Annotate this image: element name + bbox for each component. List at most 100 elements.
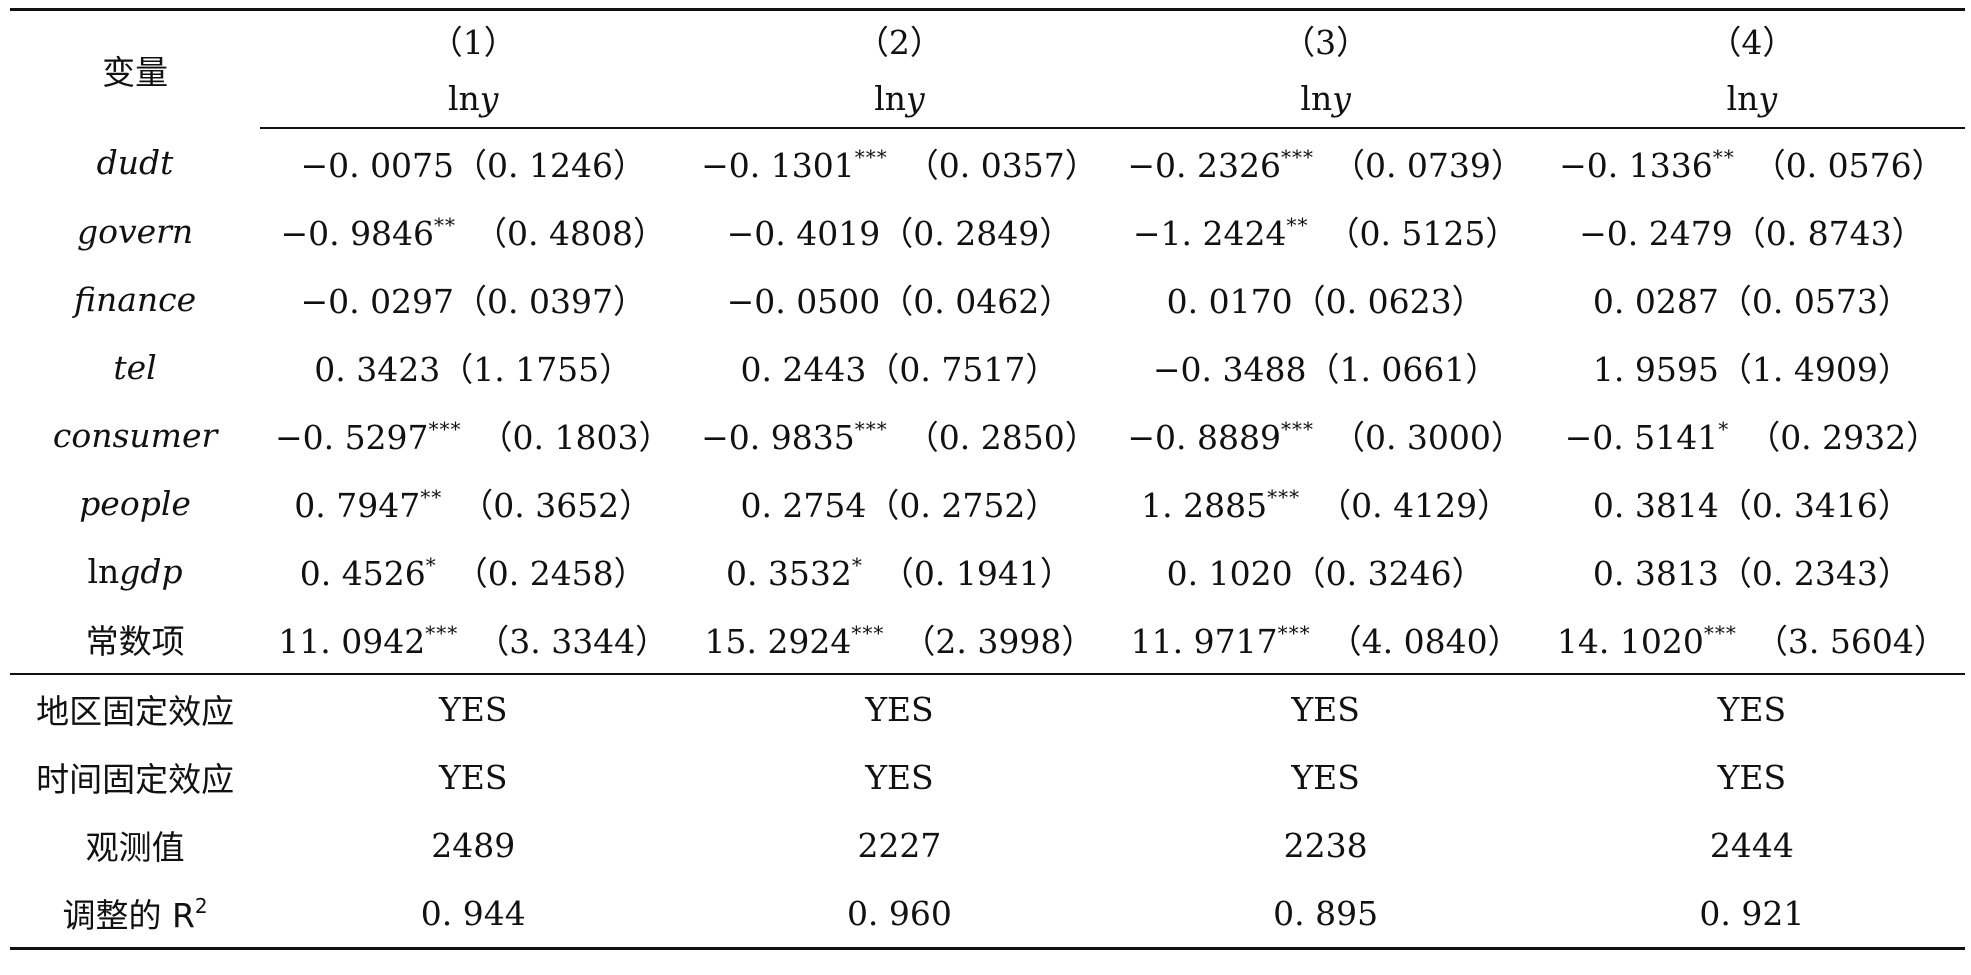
coefficient-cell: 0. 4526* （0. 2458）	[260, 537, 686, 605]
standard-error: （0. 0576）	[1752, 146, 1945, 185]
footer-row: 观测值 2489 2227 2238 2444	[10, 811, 1965, 879]
table-row: lngdp 0. 4526* （0. 2458） 0. 3532* （0. 1941） 0…	[10, 537, 1965, 605]
footer-rows: 地区固定效应 YES YES YES YES 时间固定效应 YES YES YES YES 观测值 2…	[10, 674, 1965, 949]
coefficient-cell: 0. 0287（0. 0573）	[1539, 265, 1965, 333]
standard-error: （0. 2932）	[1747, 418, 1940, 457]
coefficient-cell: 0. 3814（0. 3416）	[1539, 469, 1965, 537]
standard-error: （0. 3246）	[1292, 554, 1485, 593]
coefficient-cell: −0. 2479（0. 8743）	[1539, 197, 1965, 265]
footer-row: 时间固定效应 YES YES YES YES	[10, 743, 1965, 811]
coefficient-cell: 0. 2443（0. 7517）	[686, 333, 1112, 401]
significance-stars: ***	[1703, 621, 1737, 645]
footer-value: 0. 921	[1699, 893, 1805, 933]
coefficient-cell: 1. 2885*** （0. 4129）	[1113, 469, 1539, 537]
coefficient-value: 0. 3813	[1592, 554, 1719, 593]
significance-stars: ***	[1280, 145, 1314, 169]
coefficient-cell: −0. 9846** （0. 4808）	[260, 197, 686, 265]
header-row-dependent: lny lny lny lny	[10, 69, 1965, 129]
footer-label: 时间固定效应	[36, 760, 235, 799]
footer-label: 调整的 R2	[62, 894, 208, 935]
coefficient-cell: 0. 3532* （0. 1941）	[686, 537, 1112, 605]
coefficient-cell: −0. 1301*** （0. 0357）	[686, 128, 1112, 197]
coefficient-value: −0. 5141	[1564, 418, 1719, 457]
footer-value: YES	[1717, 757, 1787, 797]
standard-error: （3. 3344）	[476, 622, 669, 661]
row-variable-label: people	[79, 483, 191, 523]
coefficient-value: 0. 1020	[1166, 554, 1293, 593]
header-col-3-dep: lny	[1112, 69, 1539, 129]
standard-error: （0. 1941）	[880, 554, 1073, 593]
coefficient-cell: −0. 3488（1. 0661）	[1113, 333, 1539, 401]
significance-stars: **	[1712, 145, 1735, 169]
table-row: govern −0. 9846** （0. 4808） −0. 4019（0. 284…	[10, 197, 1965, 265]
coefficient-value: 0. 0287	[1592, 282, 1719, 321]
coefficient-value: −0. 0075	[300, 146, 455, 185]
significance-stars: *	[425, 553, 437, 577]
coefficient-value: −0. 3488	[1152, 350, 1307, 389]
footer-value: 0. 944	[420, 893, 526, 933]
footer-value: YES	[1291, 689, 1360, 729]
significance-stars: **	[420, 485, 443, 509]
standard-error: （0. 1246）	[454, 146, 647, 185]
coefficient-cell: 11. 0942*** （3. 3344）	[260, 605, 687, 675]
header-col-4-number: （4）	[1708, 23, 1796, 62]
coefficient-cell: −1. 2424** （0. 5125）	[1113, 197, 1539, 265]
coefficient-rows: dudt −0. 0075（0. 1246） −0. 1301*** （0. 0357…	[10, 128, 1965, 675]
table-row: people 0. 7947** （0. 3652） 0. 2754（0. 2752）…	[10, 469, 1965, 537]
header-col-2-dep: lny	[686, 69, 1113, 129]
regression-table: 变量 （1） （2） （3） （4） lny lny lny lny dudt −…	[10, 8, 1965, 950]
coefficient-value: −0. 2479	[1579, 214, 1733, 253]
header-col-1-dep: lny	[260, 69, 687, 129]
standard-error: （0. 7517）	[866, 350, 1059, 389]
row-variable-label: consumer	[52, 415, 218, 455]
footer-value: 0. 960	[846, 893, 952, 933]
coefficient-value: 14. 1020	[1556, 622, 1704, 661]
coefficient-cell: 15. 2924*** （2. 3998）	[686, 605, 1113, 675]
header-col-1-number: （1）	[429, 23, 517, 62]
coefficient-cell: −0. 0297（0. 0397）	[260, 265, 686, 333]
significance-stars: ***	[1277, 621, 1311, 645]
standard-error: （0. 3416）	[1718, 486, 1911, 525]
standard-error: （0. 3652）	[460, 486, 653, 525]
coefficient-value: 0. 7947	[294, 486, 421, 525]
standard-error: （0. 2458）	[454, 554, 647, 593]
coefficient-value: −0. 1336	[1559, 146, 1713, 185]
coefficient-cell: −0. 2326*** （0. 0739）	[1113, 128, 1539, 197]
table-row: finance −0. 0297（0. 0397） −0. 0500（0. 0462…	[10, 265, 1965, 333]
standard-error: （0. 2343）	[1718, 554, 1911, 593]
row-variable-label: govern	[76, 211, 194, 251]
footer-value: 2444	[1709, 825, 1794, 865]
footer-value: YES	[1291, 757, 1360, 797]
coefficient-value: −0. 8889	[1127, 418, 1281, 457]
row-variable-label: 常数项	[10, 605, 261, 675]
coefficient-value: −0. 4019	[726, 214, 881, 253]
coefficient-cell: −0. 0075（0. 1246）	[260, 128, 686, 197]
coefficient-value: −0. 0500	[726, 282, 881, 321]
footer-value: YES	[438, 689, 508, 729]
footer-row: 地区固定效应 YES YES YES YES	[10, 674, 1965, 743]
significance-stars: ***	[425, 621, 459, 645]
coefficient-value: 11. 9717	[1130, 622, 1278, 661]
standard-error: （0. 4808）	[474, 214, 667, 253]
coefficient-cell: 1. 9595（1. 4909）	[1539, 333, 1965, 401]
coefficient-value: 1. 2885	[1141, 486, 1268, 525]
standard-error: （1. 0661）	[1306, 350, 1499, 389]
coefficient-value: 0. 0170	[1166, 282, 1293, 321]
standard-error: （0. 0573）	[1718, 282, 1911, 321]
coefficient-cell: −0. 0500（0. 0462）	[686, 265, 1112, 333]
significance-stars: **	[1286, 213, 1309, 237]
header-col-3-number: （3）	[1282, 23, 1370, 62]
coefficient-cell: −0. 4019（0. 2849）	[686, 197, 1112, 265]
coefficient-value: 0. 3814	[1592, 486, 1719, 525]
coefficient-value: −0. 0297	[300, 282, 455, 321]
standard-error: （0. 0357）	[905, 146, 1098, 185]
standard-error: （0. 8743）	[1732, 214, 1925, 253]
coefficient-value: −1. 2424	[1132, 214, 1287, 253]
significance-stars: **	[434, 213, 457, 237]
footer-label: 地区固定效应	[36, 692, 235, 731]
coefficient-cell: −0. 8889*** （0. 3000）	[1113, 401, 1539, 469]
significance-stars: ***	[854, 145, 888, 169]
footer-value: 2227	[857, 825, 942, 865]
table-row: 常数项 11. 0942*** （3. 3344） 15. 2924*** （2. 39…	[10, 605, 1965, 675]
standard-error: （4. 0840）	[1328, 622, 1521, 661]
